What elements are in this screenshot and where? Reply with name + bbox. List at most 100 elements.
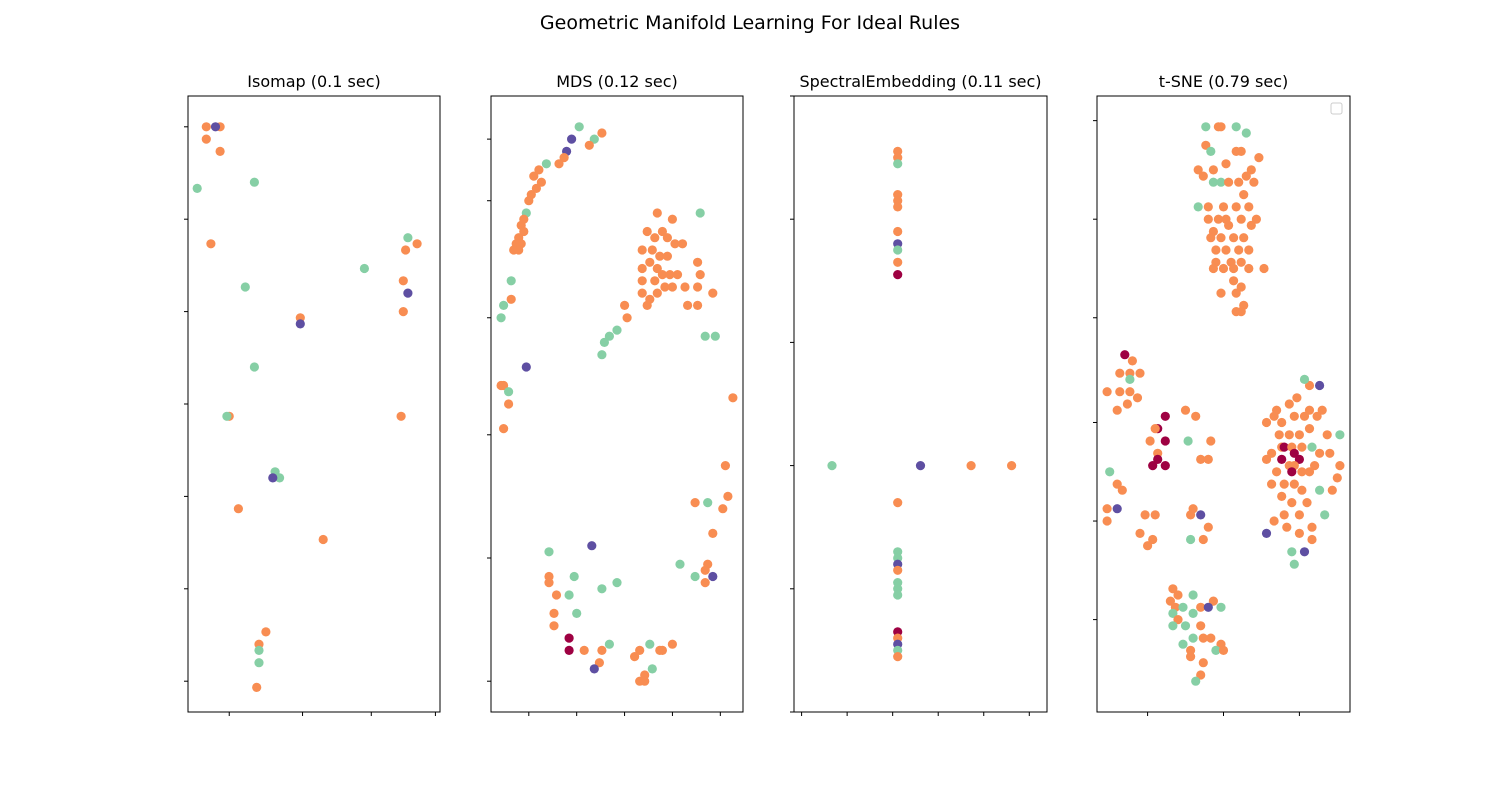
data-point <box>572 608 582 619</box>
data-point <box>1269 411 1279 421</box>
data-point <box>1203 214 1213 224</box>
data-point <box>254 658 264 668</box>
axes-frame <box>187 95 441 713</box>
data-point <box>1335 461 1345 471</box>
data-point <box>1304 424 1315 434</box>
data-point <box>1279 479 1289 489</box>
data-point <box>672 270 683 280</box>
data-point <box>504 387 514 397</box>
data-point <box>268 473 278 483</box>
data-point <box>1239 190 1249 200</box>
data-point <box>1259 263 1269 274</box>
data-point <box>1140 510 1150 520</box>
data-point <box>506 276 516 286</box>
data-point <box>683 300 693 310</box>
data-point <box>893 159 903 169</box>
data-point <box>1231 122 1241 132</box>
data-point <box>693 257 703 267</box>
data-point <box>519 226 529 237</box>
data-point <box>708 528 718 539</box>
data-point <box>597 584 607 594</box>
data-point <box>396 411 406 421</box>
data-point <box>1216 177 1226 187</box>
data-point <box>1150 424 1160 434</box>
data-point <box>1224 177 1234 187</box>
data-point <box>275 473 285 483</box>
subplot-title: MDS (0.12 sec) <box>556 72 678 91</box>
data-point <box>1231 202 1241 212</box>
data-point <box>1153 454 1163 464</box>
data-point <box>650 233 660 243</box>
data-point <box>1112 479 1122 489</box>
data-point <box>708 571 718 582</box>
data-point <box>710 331 720 341</box>
data-point <box>690 498 700 508</box>
axes-frame <box>1096 95 1351 713</box>
data-point <box>723 491 733 501</box>
data-point <box>645 639 655 649</box>
data-point <box>1297 467 1307 477</box>
data-point <box>504 399 514 409</box>
data-point <box>1178 602 1188 612</box>
data-point <box>1211 245 1221 255</box>
data-point <box>1117 485 1127 495</box>
data-point <box>604 639 615 649</box>
data-point <box>915 461 926 471</box>
data-point <box>1218 645 1229 656</box>
data-point <box>660 282 670 292</box>
data-point <box>827 461 837 471</box>
data-point <box>1135 368 1145 378</box>
data-point <box>1284 399 1294 409</box>
data-point <box>1236 146 1246 156</box>
data-point <box>720 461 731 471</box>
subplot-1: Isomap (0.1 sec) <box>184 72 441 716</box>
data-point <box>647 245 657 255</box>
data-point <box>1196 454 1206 464</box>
data-point <box>700 331 710 341</box>
data-point <box>496 313 506 323</box>
data-point <box>1186 652 1196 662</box>
data-point <box>695 270 705 280</box>
data-point <box>1244 202 1254 212</box>
data-point <box>1115 368 1125 378</box>
data-point <box>1201 122 1211 132</box>
data-point <box>1196 510 1206 520</box>
data-point <box>1297 442 1307 452</box>
data-point <box>966 461 976 471</box>
data-point <box>1221 245 1231 255</box>
data-point <box>574 122 584 132</box>
data-point <box>1307 522 1317 532</box>
data-point <box>1178 639 1188 649</box>
data-point <box>657 270 668 280</box>
data-point <box>637 288 647 298</box>
data-point <box>1274 430 1284 440</box>
data-point <box>893 565 903 575</box>
data-point <box>1229 233 1239 243</box>
data-point <box>521 362 531 372</box>
data-point <box>1183 436 1193 446</box>
data-point <box>1332 473 1342 483</box>
data-point <box>680 282 690 292</box>
data-point <box>564 633 574 643</box>
data-point <box>1304 405 1315 415</box>
data-point <box>252 682 262 693</box>
data-point <box>637 245 647 255</box>
data-point <box>1206 436 1216 446</box>
data-point <box>1168 584 1178 594</box>
data-point <box>534 165 544 175</box>
data-point <box>1160 461 1170 471</box>
data-point <box>1208 177 1218 187</box>
data-point <box>652 288 662 298</box>
data-point <box>1289 411 1299 421</box>
data-point <box>1218 202 1229 212</box>
data-point <box>604 331 615 341</box>
data-point <box>567 134 577 144</box>
data-point <box>597 645 607 656</box>
data-point <box>529 171 539 181</box>
data-point <box>398 276 408 286</box>
data-point <box>1251 214 1261 224</box>
data-point <box>1246 165 1256 175</box>
data-point <box>1277 417 1287 428</box>
data-point <box>1269 516 1279 526</box>
